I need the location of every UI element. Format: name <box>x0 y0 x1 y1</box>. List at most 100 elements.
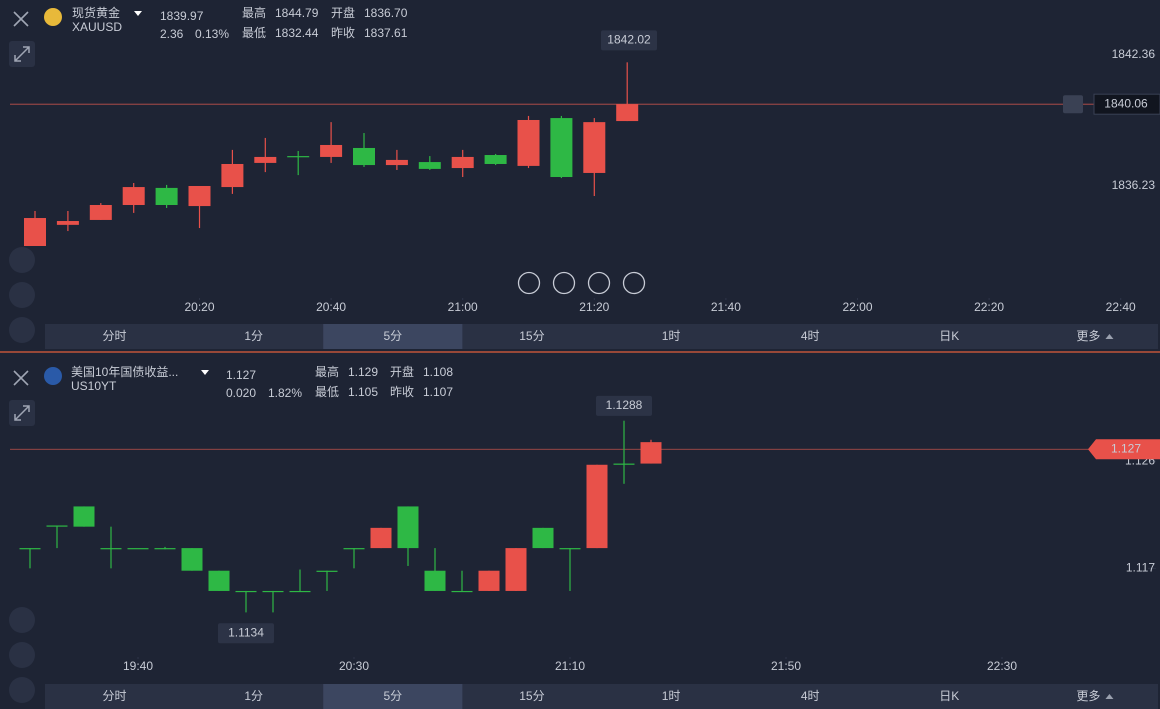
x-tick-label: 20:20 <box>184 300 214 314</box>
candle-body <box>370 527 392 549</box>
alert-button[interactable] <box>1063 95 1083 114</box>
candle-body <box>424 570 446 591</box>
expand-icon <box>14 46 30 62</box>
callout-label: 1.1134 <box>228 625 264 639</box>
prev-button[interactable] <box>552 271 576 295</box>
zoom-out-button[interactable] <box>517 271 541 295</box>
tab[interactable]: 更多 <box>1076 689 1100 703</box>
more-arrow <box>1105 334 1114 339</box>
candle-body <box>583 122 606 173</box>
more-arrow <box>1105 694 1114 699</box>
tab-bar <box>45 684 1158 709</box>
symbol-name: 现货黄金 <box>72 5 120 20</box>
symbol-code: US10YT <box>71 379 117 393</box>
draw-button[interactable] <box>9 642 35 668</box>
candle-body <box>46 525 68 527</box>
tab[interactable]: 15分 <box>519 329 544 343</box>
tab[interactable]: 分时 <box>103 689 127 703</box>
symbol-name: 美国10年国债收益... <box>71 365 178 379</box>
callout-box <box>596 395 652 416</box>
candle-body <box>418 162 441 169</box>
candle-body <box>353 147 375 166</box>
tab[interactable]: 1分 <box>244 689 263 703</box>
callout-box <box>601 30 657 51</box>
tab[interactable]: 4时 <box>801 329 820 343</box>
tab[interactable]: 1时 <box>662 689 681 703</box>
candle-body <box>478 570 500 591</box>
candle-body <box>397 506 419 549</box>
symbol-dropdown[interactable] <box>201 370 209 375</box>
tab-active <box>323 684 463 709</box>
x-tick-label: 21:40 <box>711 300 741 314</box>
tab[interactable]: 5分 <box>383 689 402 703</box>
draw-button[interactable] <box>9 282 35 308</box>
candle-body <box>127 548 149 550</box>
candle-body <box>262 590 284 593</box>
candle-body <box>343 548 365 550</box>
candle-body <box>181 548 203 571</box>
symbol-dropdown[interactable] <box>134 11 142 16</box>
x-tick-label: 21:50 <box>771 659 801 673</box>
symbol-icon <box>44 367 62 385</box>
candle-body <box>484 155 507 164</box>
tab[interactable]: 4时 <box>801 689 820 703</box>
x-tick-label: 22:20 <box>974 300 1004 314</box>
stat-value: 1.108 <box>423 365 453 379</box>
x-tick-label: 22:30 <box>987 659 1017 673</box>
tab-active <box>323 324 463 349</box>
chart-type-button[interactable] <box>9 677 35 703</box>
tab[interactable]: 15分 <box>519 689 544 703</box>
stat-label: 开盘 <box>390 364 414 379</box>
stat-value: 1.105 <box>348 385 378 399</box>
stat-label: 最高 <box>315 364 339 379</box>
x-tick-label: 21:00 <box>448 300 478 314</box>
candle-body <box>550 118 573 178</box>
candle-body <box>616 104 639 122</box>
candle-body <box>517 119 540 166</box>
chart-type-button[interactable] <box>9 317 35 343</box>
zoom-in-button[interactable] <box>622 271 646 295</box>
candle-body <box>254 156 277 163</box>
candle-body <box>155 187 178 205</box>
stat-label: 昨收 <box>331 26 355 40</box>
tab[interactable]: 分时 <box>103 329 127 343</box>
close-button[interactable] <box>13 11 29 27</box>
tab[interactable]: 1分 <box>244 329 263 343</box>
candle-body <box>221 163 244 188</box>
candle-body <box>24 218 46 247</box>
last-price-box <box>1088 439 1160 460</box>
x-tick-label: 19:40 <box>123 659 153 673</box>
tab-bar <box>45 324 1158 349</box>
last-price-label: 1.127 <box>1111 441 1141 455</box>
close-button[interactable] <box>13 370 29 386</box>
tab[interactable]: 更多 <box>1076 329 1100 343</box>
candle-body <box>235 590 257 593</box>
stat-value: 1837.61 <box>364 26 408 40</box>
tab[interactable]: 1时 <box>662 329 681 343</box>
tab[interactable]: 日K <box>939 329 959 343</box>
tab[interactable]: 5分 <box>383 329 402 343</box>
indicator-button[interactable] <box>9 247 35 273</box>
candle-body <box>188 185 211 207</box>
stat-label: 最低 <box>242 26 266 40</box>
change-pct: 1.82% <box>268 386 302 400</box>
candle-body <box>559 548 581 550</box>
stat-value: 1.129 <box>348 365 378 379</box>
stat-label: 昨收 <box>390 385 414 399</box>
candle-body <box>100 548 122 550</box>
tab[interactable]: 日K <box>939 689 959 703</box>
candle-body <box>316 570 338 572</box>
y-tick-label: 1836.23 <box>1112 178 1156 192</box>
change: 2.36 <box>160 27 184 41</box>
y-tick-label: 1842.36 <box>1112 47 1156 61</box>
candle-body <box>73 506 95 527</box>
candle-body <box>19 548 41 550</box>
indicator-button[interactable] <box>9 607 35 633</box>
candle-body <box>532 527 554 549</box>
expand-icon <box>14 405 30 421</box>
next-button[interactable] <box>587 271 611 295</box>
candle-body <box>451 156 474 169</box>
stat-value: 1836.70 <box>364 6 408 20</box>
